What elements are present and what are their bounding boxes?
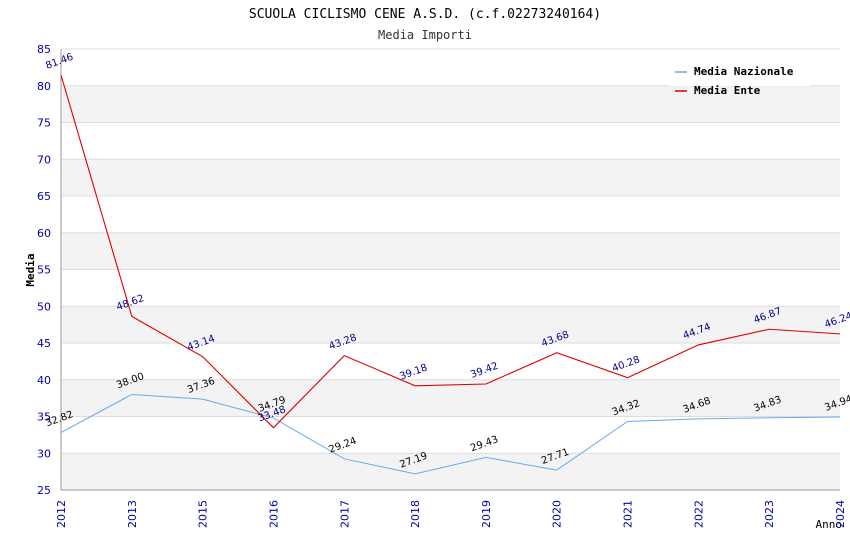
x-tick-label: 2022 — [692, 500, 705, 528]
series-line-media-nazionale — [60, 393, 841, 475]
y-tick-label: 55 — [37, 264, 51, 277]
y-tick-labels: 25 30 35 40 45 50 55 60 65 70 75 80 85 — [37, 43, 51, 497]
y-tick-label: 45 — [37, 337, 51, 350]
y-axis-label: Media — [24, 253, 37, 286]
x-tick-labels: 2012 2013 2015 2016 2017 2018 2019 2020 2021 2022… — [55, 500, 847, 528]
legend-label-media-nazionale: Media Nazionale — [694, 65, 794, 78]
background-bands — [61, 49, 840, 490]
grid-band — [61, 416, 840, 454]
grid-band — [61, 122, 840, 160]
legend: Media Nazionale Media Ente — [669, 59, 810, 97]
y-tick-label: 75 — [37, 117, 51, 130]
x-tick-label: 2013 — [126, 500, 139, 528]
y-tick-label: 35 — [37, 411, 51, 424]
grid-band — [61, 232, 840, 270]
chart-title: SCUOLA CICLISMO CENE A.S.D. (c.f.0227324… — [249, 7, 601, 22]
y-tick-label: 70 — [37, 153, 51, 166]
x-tick-label: 2019 — [480, 500, 493, 528]
chart-subtitle: Media Importi — [378, 28, 472, 42]
grid-band — [61, 343, 840, 380]
grid-band — [61, 306, 840, 343]
x-tick-label: 2024 — [834, 500, 847, 528]
legend-box — [669, 59, 810, 86]
y-tick-label: 25 — [37, 484, 51, 497]
grid-band — [61, 453, 840, 490]
x-tick-label: 2018 — [409, 500, 422, 528]
x-tick-label: 2015 — [197, 500, 210, 528]
y-tick-label: 60 — [37, 227, 51, 240]
series-lines — [60, 74, 841, 475]
x-tick-label: 2023 — [763, 500, 776, 528]
x-tick-label: 2020 — [551, 500, 564, 528]
y-tick-label: 85 — [37, 43, 51, 56]
y-tick-label: 80 — [37, 80, 51, 93]
grid-band — [61, 159, 840, 196]
y-tick-label: 50 — [37, 300, 51, 313]
y-tick-label: 65 — [37, 190, 51, 203]
x-tick-label: 2021 — [622, 500, 635, 528]
series-line-media-ente — [60, 74, 841, 429]
x-tick-label: 2012 — [55, 500, 68, 528]
grid-band — [61, 196, 840, 233]
legend-label-media-ente: Media Ente — [694, 84, 761, 97]
x-tick-label: 2017 — [338, 500, 351, 528]
y-tick-label: 40 — [37, 374, 51, 387]
x-axis-label: Anno — [816, 518, 843, 531]
grid-band — [61, 85, 840, 123]
x-tick-label: 2016 — [267, 500, 280, 528]
y-tick-label: 30 — [37, 447, 51, 460]
grid-band — [61, 269, 840, 307]
